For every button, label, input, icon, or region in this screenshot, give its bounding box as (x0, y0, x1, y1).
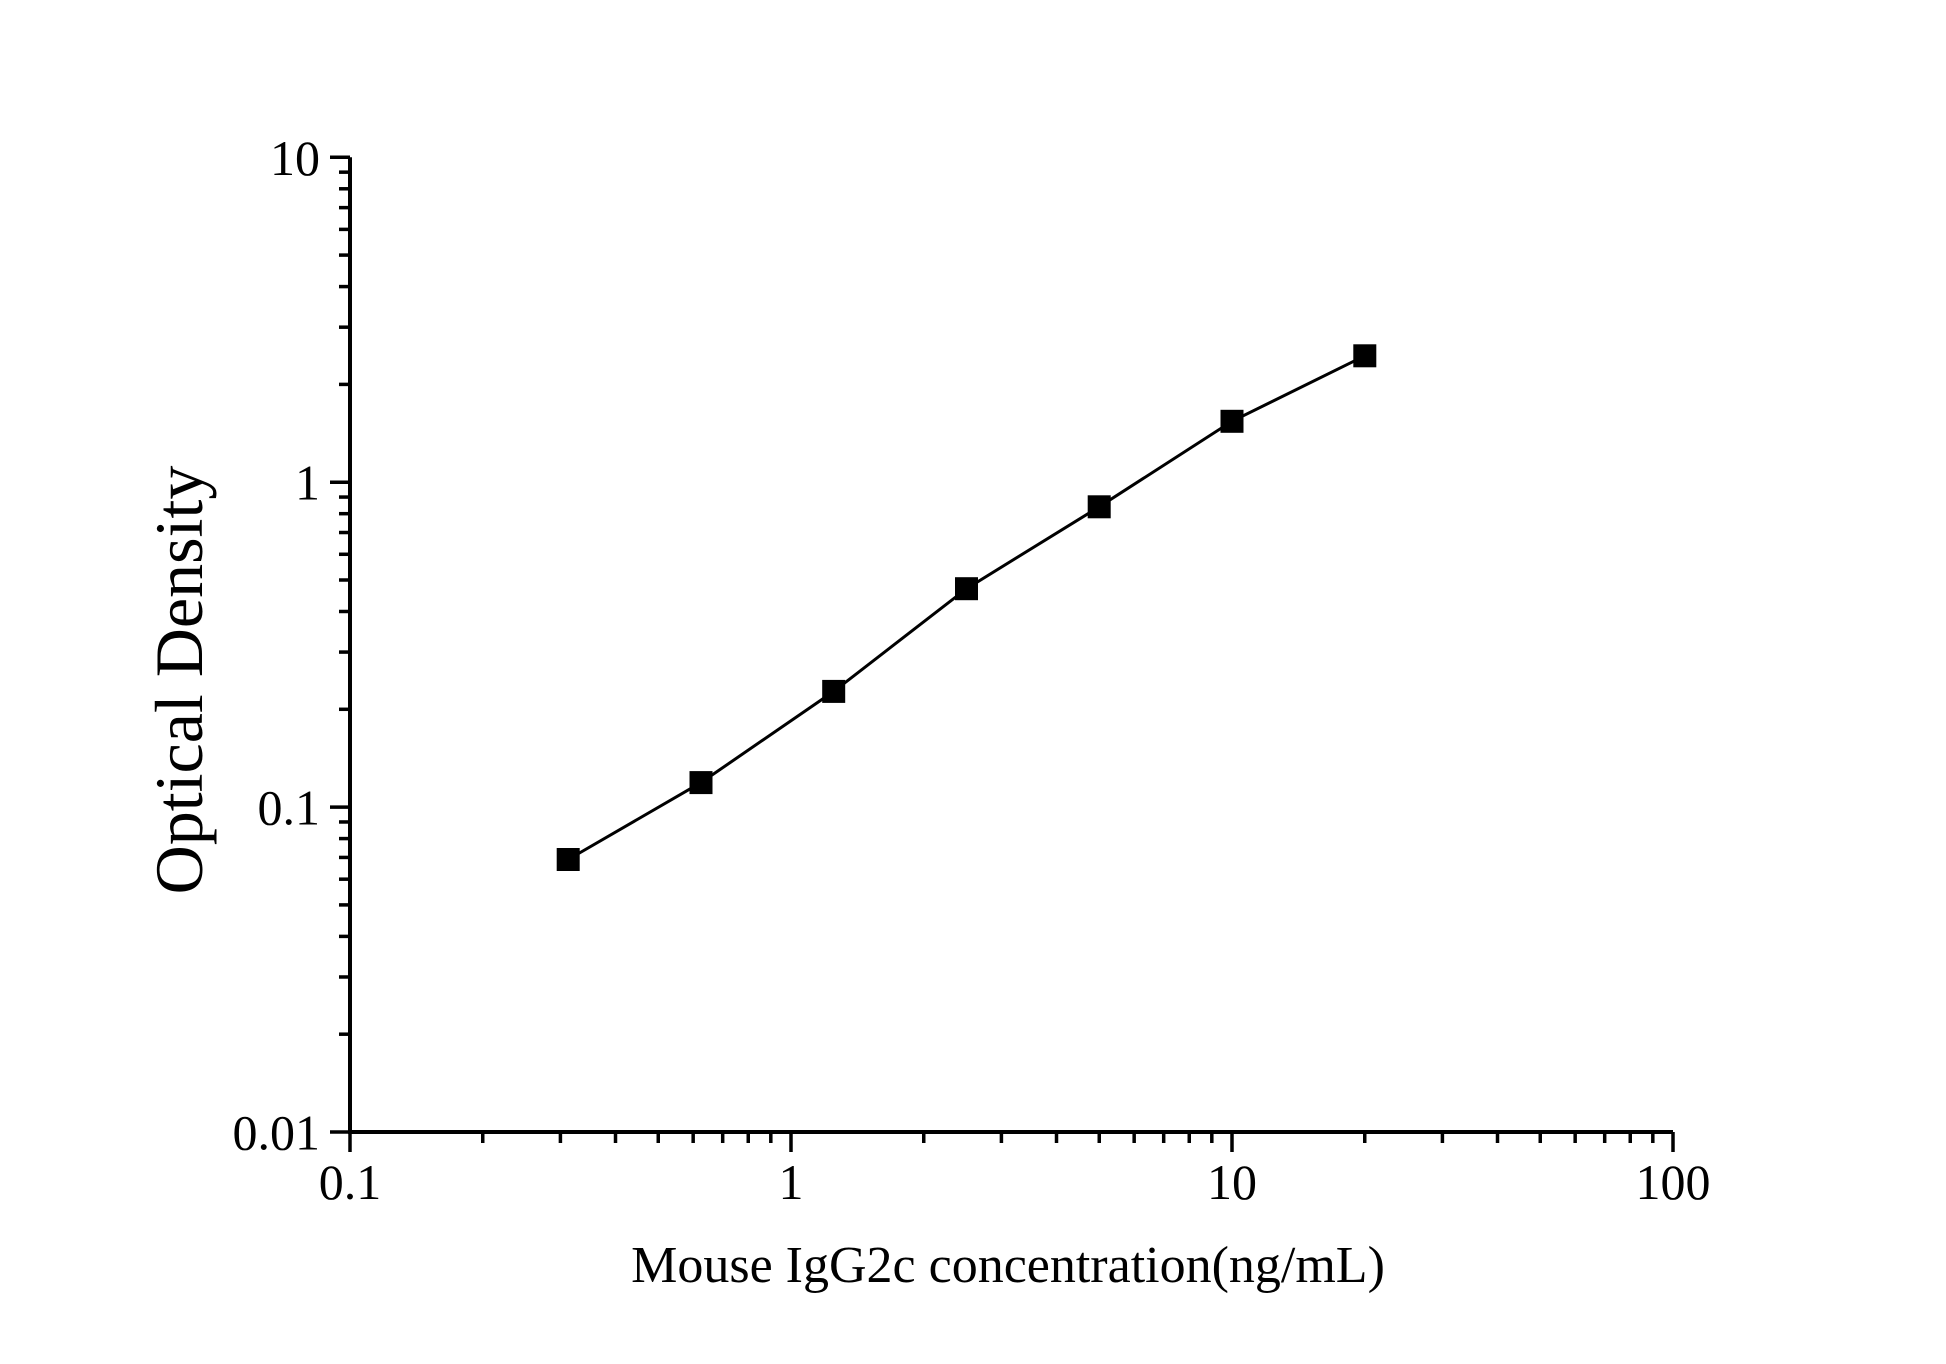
data-point-marker (955, 577, 978, 601)
data-point-marker (556, 848, 580, 871)
axes-group (348, 157, 1673, 1134)
y-tick-label: 0.01 (233, 1105, 321, 1161)
series-group (556, 344, 1377, 871)
data-point-marker (1220, 409, 1244, 433)
data-point-marker (689, 771, 713, 795)
x-tick-label: 10 (1207, 1154, 1257, 1210)
y-axis-title: Optical Density (141, 466, 217, 895)
y-tick-label: 1 (295, 455, 320, 511)
data-point-marker (1353, 344, 1377, 368)
x-axis-title: Mouse IgG2c concentration(ng/mL) (631, 1237, 1385, 1294)
x-tick-label: 1 (779, 1154, 804, 1210)
y-tick-label: 0.1 (258, 780, 321, 836)
data-point-marker (822, 679, 846, 703)
x-tick-label: 0.1 (319, 1154, 382, 1210)
data-point-marker (1087, 495, 1111, 519)
series-line (567, 354, 1366, 861)
y-tick-label: 10 (270, 130, 320, 186)
x-tick-label: 100 (1636, 1154, 1711, 1210)
ticks-group (330, 155, 1675, 1152)
